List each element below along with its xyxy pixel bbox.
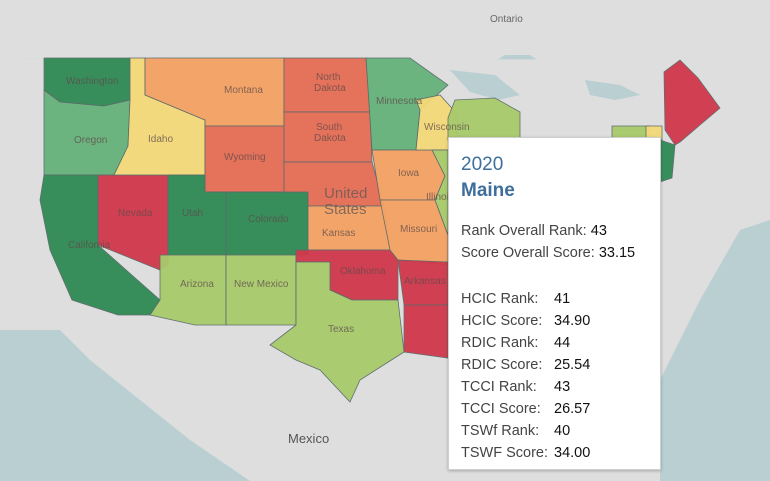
state-texas[interactable] xyxy=(269,261,405,403)
metric-label: TCCI Score: xyxy=(461,401,541,417)
label-idaho: Idaho xyxy=(148,134,173,145)
state-illinois[interactable] xyxy=(431,149,449,236)
state-new-mexico[interactable] xyxy=(225,254,297,326)
metric-value: 41 xyxy=(554,291,571,307)
label-north-dakota-1: North xyxy=(316,72,340,83)
metric-label: HCIC Score: xyxy=(461,313,543,329)
metric-value: 26.57 xyxy=(554,401,591,417)
label-iowa: Iowa xyxy=(398,168,420,179)
state-tooltip: 2020 Maine Rank Overall Rank: 43 Score O… xyxy=(448,137,661,470)
label-missouri: Missouri xyxy=(400,224,437,235)
state-maine[interactable] xyxy=(663,59,721,146)
label-arizona: Arizona xyxy=(180,279,214,290)
lake xyxy=(450,70,520,100)
metric-value: 34.90 xyxy=(554,313,591,329)
state-arizona[interactable] xyxy=(149,254,227,326)
metric-value: 34.00 xyxy=(554,445,591,461)
label-south-dakota-2: Dakota xyxy=(314,133,346,144)
overall-rank-label: Rank Overall Rank: xyxy=(461,223,587,239)
label-mexico: Mexico xyxy=(288,431,329,446)
metric-label: TSWf Rank: xyxy=(461,423,540,439)
metric-row: TSWf Rank: 40 xyxy=(461,420,660,442)
tooltip-metrics: HCIC Rank: 41 HCIC Score: 34.90 RDIC Rank:… xyxy=(461,288,660,464)
metric-label: RDIC Score: xyxy=(461,357,543,373)
metric-value: 40 xyxy=(554,423,571,439)
tooltip-state-name: Maine xyxy=(461,180,515,201)
label-new-mexico: New Mexico xyxy=(234,279,289,290)
mexico-land xyxy=(120,330,420,481)
metric-label: RDIC Rank: xyxy=(461,335,539,351)
label-california: California xyxy=(68,240,111,251)
label-colorado: Colorado xyxy=(248,214,289,225)
label-ontario: Ontario xyxy=(490,14,523,25)
state-vermont-area[interactable] xyxy=(645,125,663,141)
label-oklahoma: Oklahoma xyxy=(340,266,386,277)
label-oregon: Oregon xyxy=(74,135,107,146)
metric-label: TSWF Score: xyxy=(461,445,549,461)
label-utah: Utah xyxy=(182,208,203,219)
label-north-dakota-2: Dakota xyxy=(314,83,346,94)
metric-label: HCIC Rank: xyxy=(461,291,539,307)
canada-land xyxy=(0,0,770,130)
metric-row: TCCI Score: 26.57 xyxy=(461,398,660,420)
label-arkansas: Arkansas xyxy=(404,276,446,287)
overall-score-label: Score Overall Score: xyxy=(461,245,595,261)
label-united: United xyxy=(324,185,367,202)
label-washington: Washington xyxy=(66,76,118,87)
metric-value: 43 xyxy=(554,379,571,395)
label-nevada: Nevada xyxy=(118,208,153,219)
metric-row: HCIC Score: 34.90 xyxy=(461,310,660,332)
label-kansas: Kansas xyxy=(322,228,355,239)
label-minnesota: Minnesota xyxy=(376,96,423,107)
label-south-dakota-1: South xyxy=(316,122,342,133)
label-texas: Texas xyxy=(328,324,354,335)
metric-row: HCIC Rank: 41 xyxy=(461,288,660,310)
metric-value: 25.54 xyxy=(554,357,591,373)
label-wyoming: Wyoming xyxy=(224,152,266,163)
tooltip-overall-rank-row: Rank Overall Rank: 43 xyxy=(461,220,660,242)
metric-label: TCCI Rank: xyxy=(461,379,537,395)
overall-rank-value: 43 xyxy=(590,223,607,239)
metric-row: RDIC Rank: 44 xyxy=(461,332,660,354)
lake xyxy=(585,80,640,100)
metric-row: TCCI Rank: 43 xyxy=(461,376,660,398)
metric-row: TSWF Score: 34.00 xyxy=(461,442,660,464)
metric-row: RDIC Score: 25.54 xyxy=(461,354,660,376)
metric-value: 44 xyxy=(554,335,571,351)
tooltip-year: 2020 xyxy=(461,154,504,175)
label-illinois: Illinois xyxy=(426,192,454,203)
label-wisconsin: Wisconsin xyxy=(424,122,470,133)
overall-score-value: 33.15 xyxy=(598,245,636,261)
state-louisiana[interactable] xyxy=(403,304,449,359)
label-states: States xyxy=(324,201,367,218)
tooltip-overall-score-row: Score Overall Score: 33.15 xyxy=(461,242,660,264)
label-montana: Montana xyxy=(224,85,263,96)
